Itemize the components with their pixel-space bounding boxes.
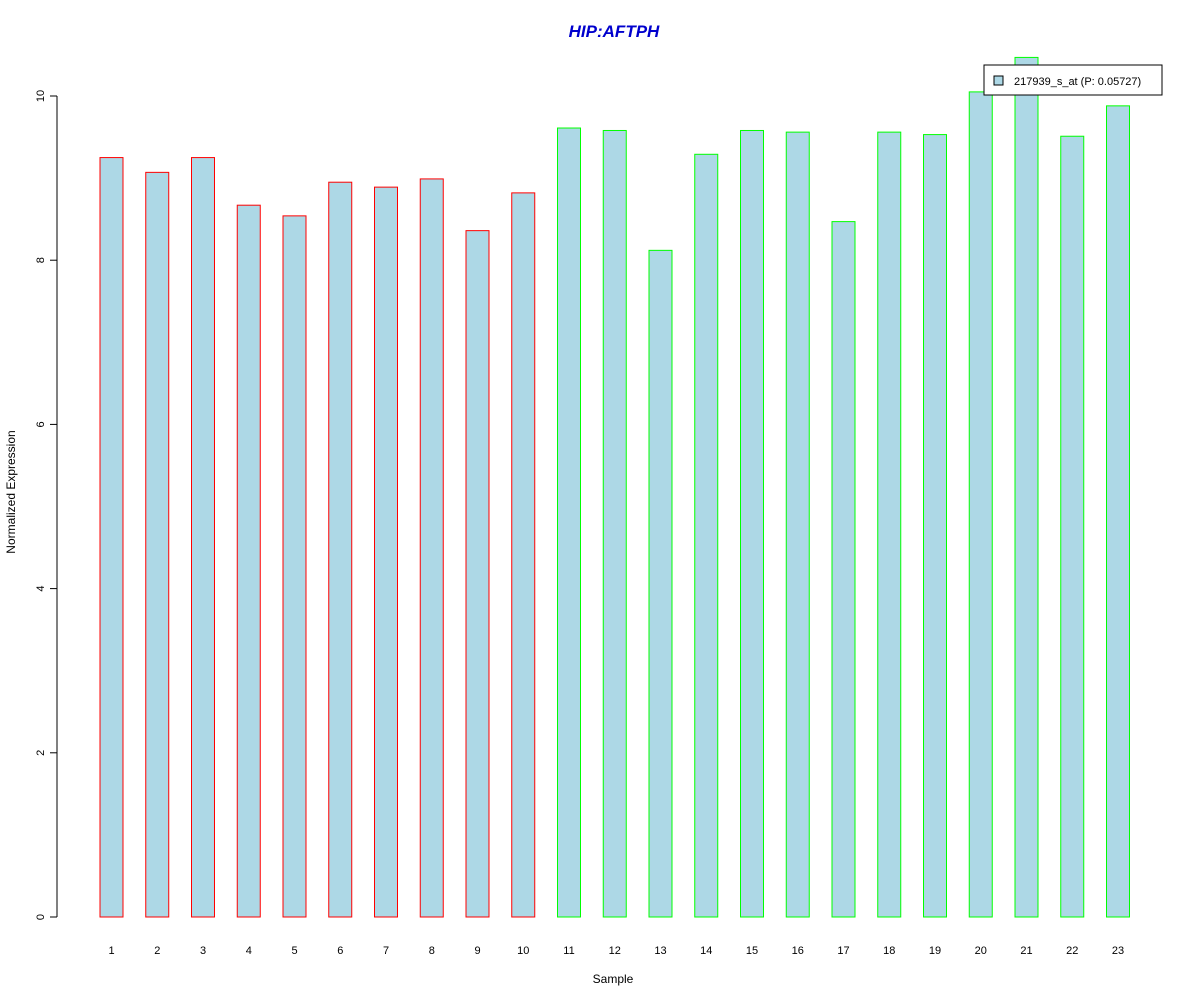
y-tick-label: 10 — [35, 90, 47, 102]
x-tick-label: 8 — [429, 945, 435, 957]
bar-sample-5 — [282, 215, 307, 918]
x-tick-label: 13 — [654, 945, 666, 957]
bars — [99, 56, 1130, 918]
bar-sample-9 — [465, 230, 490, 918]
bar-sample-16 — [785, 131, 810, 918]
bar-sample-15 — [740, 129, 764, 918]
bar-sample-12 — [602, 129, 627, 918]
bar-sample-21 — [1014, 56, 1039, 918]
x-tick-label: 7 — [383, 945, 389, 957]
bar-sample-17 — [831, 221, 856, 918]
x-tick-label: 10 — [517, 945, 529, 957]
bar-sample-20 — [968, 91, 993, 918]
x-tick-label: 6 — [337, 945, 343, 957]
bar-sample-10 — [511, 192, 536, 918]
y-tick-label: 4 — [35, 586, 47, 592]
bar-sample-18 — [877, 131, 902, 918]
x-tick-label: 23 — [1112, 945, 1124, 957]
x-tick-label: 1 — [108, 945, 114, 957]
bar-sample-11 — [557, 127, 581, 918]
bar-sample-2 — [145, 171, 170, 918]
bar-sample-23 — [1106, 105, 1130, 918]
x-axis-label: Sample — [593, 972, 634, 986]
x-tick-label: 12 — [609, 945, 621, 957]
x-tick-label: 3 — [200, 945, 206, 957]
y-tick-label: 0 — [35, 914, 47, 920]
x-tick-label: 14 — [700, 945, 712, 957]
x-tick-label: 22 — [1066, 945, 1078, 957]
x-tick-label: 19 — [929, 945, 941, 957]
bar-sample-7 — [374, 186, 398, 918]
bar-sample-3 — [191, 157, 215, 918]
legend-label: 217939_s_at (P: 0.05727) — [1014, 76, 1141, 88]
bar-sample-4 — [236, 204, 261, 918]
x-tick-label: 20 — [975, 945, 987, 957]
y-axis-label: Normalized Expression — [4, 430, 18, 553]
x-tick-label: 16 — [792, 945, 804, 957]
legend: 217939_s_at (P: 0.05727) — [983, 64, 1163, 96]
x-tick-label: 9 — [474, 945, 480, 957]
bar-sample-8 — [419, 178, 444, 918]
x-tick-label: 17 — [837, 945, 849, 957]
bar-sample-22 — [1060, 135, 1085, 918]
x-tick-label: 18 — [883, 945, 895, 957]
bar-sample-14 — [694, 153, 719, 918]
x-tick-label: 21 — [1020, 945, 1032, 957]
y-tick-label: 8 — [35, 257, 47, 263]
bar-sample-1 — [99, 157, 124, 918]
x-tick-label: 2 — [154, 945, 160, 957]
bar-sample-13 — [648, 249, 673, 918]
x-tick-label: 5 — [291, 945, 297, 957]
legend-box — [983, 64, 1163, 96]
y-tick-label: 6 — [35, 421, 47, 427]
legend-swatch — [993, 75, 1004, 86]
x-tick-label: 15 — [746, 945, 758, 957]
x-tick-label: 4 — [246, 945, 252, 957]
x-tick-labels: 1 2 3 4 5 6 7 8 9 10 11 12 13 14 15 16 17 18 19 20 21 22 23 — [108, 945, 1124, 957]
bar-sample-6 — [328, 181, 353, 918]
chart-title: HIP:AFTPH — [569, 22, 660, 41]
y-tick-label: 2 — [35, 750, 47, 756]
y-axis: 0 2 4 6 8 10 — [35, 90, 58, 920]
x-tick-label: 11 — [563, 945, 574, 957]
bar-sample-19 — [923, 134, 947, 918]
